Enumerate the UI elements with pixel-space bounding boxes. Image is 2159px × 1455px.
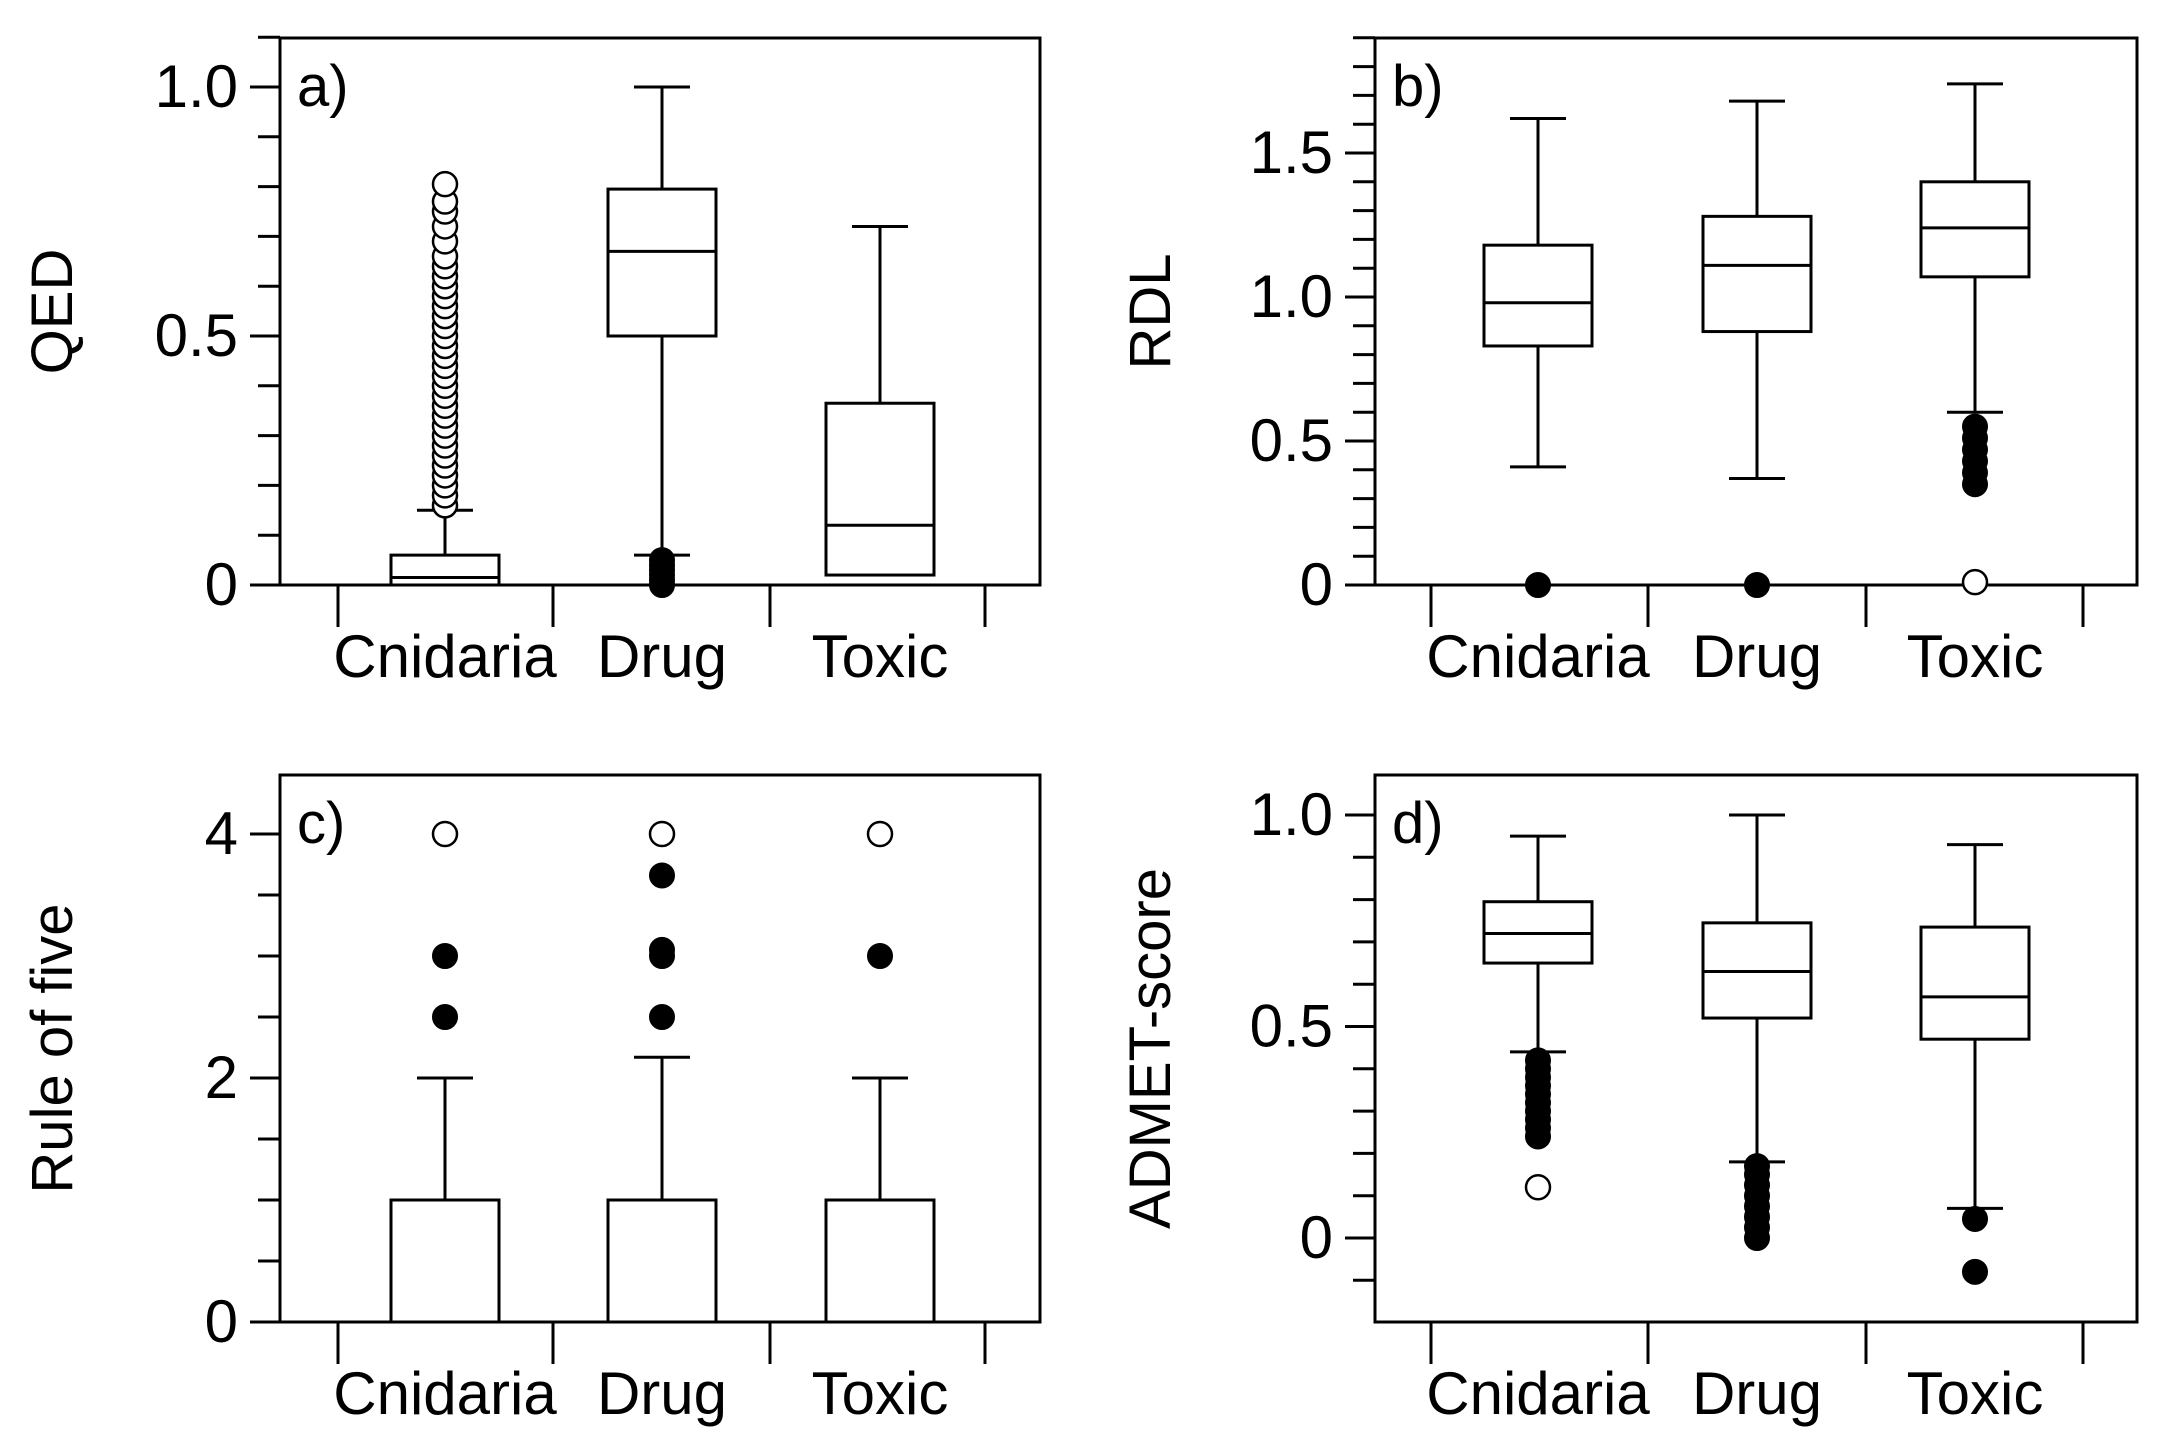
y-tick-label: 1.0: [155, 53, 238, 120]
y-tick-label: 0: [1300, 1204, 1333, 1271]
box-drug: [606, 85, 718, 598]
box-toxic: [824, 820, 936, 1324]
x-tick-label-toxic: Toxic: [812, 623, 949, 690]
outlier-open: [431, 820, 459, 848]
outlier-filled: [1962, 413, 1988, 440]
y-axis-title: RDL: [1118, 253, 1183, 369]
outlier-filled: [649, 1004, 675, 1030]
outlier-open: [866, 820, 894, 848]
outlier-open: [1524, 1173, 1552, 1201]
x-tick-label-cnidaria: Cnidaria: [333, 623, 557, 690]
box-toxic: [824, 224, 936, 577]
x-tick-label-drug: Drug: [597, 623, 727, 690]
x-tick-label-cnidaria: Cnidaria: [1426, 623, 1650, 690]
y-tick-label: 2: [205, 1044, 238, 1111]
chart-panel-b: 0 0.5 1.0 1.5 Cnidaria Drug Toxic b) RDL: [1118, 36, 2139, 690]
chart-panel-c: 0 2 4 Cnidaria Drug Toxic c) Rule of five: [20, 773, 1042, 1427]
y-axis-title: ADMET-score: [1118, 868, 1183, 1229]
panel-label: b): [1392, 54, 1444, 119]
y-tick-label: 0: [205, 1288, 238, 1355]
y-tick-label: 0: [1300, 551, 1333, 618]
iqr-box: [1482, 243, 1594, 348]
y-tick-label: 0.5: [155, 302, 238, 369]
box-cnidaria: [389, 820, 501, 1324]
outlier-filled: [1525, 1047, 1551, 1074]
panel-label: a): [297, 54, 349, 119]
iqr-box: [824, 1198, 936, 1324]
y-tick-label: 1.5: [1250, 119, 1333, 186]
box-toxic: [1919, 82, 2031, 596]
outlier-filled: [649, 862, 675, 889]
outlier-filled: [867, 943, 893, 969]
outlier-filled: [432, 1004, 458, 1030]
y-tick-label: 0: [205, 551, 238, 618]
y-tick-label: 1.0: [1250, 781, 1333, 848]
x-tick-label-drug: Drug: [597, 1360, 727, 1427]
box-drug: [1701, 813, 1813, 1251]
y-tick-label: 0.5: [1250, 993, 1333, 1060]
outlier-filled: [1744, 572, 1770, 598]
box-cnidaria: [1482, 834, 1594, 1201]
x-tick-label-toxic: Toxic: [1907, 1360, 2044, 1427]
x-tick-label-drug: Drug: [1692, 623, 1822, 690]
box-toxic: [1919, 843, 2031, 1285]
y-axis-title: Rule of five: [20, 903, 85, 1193]
iqr-box: [1701, 214, 1813, 334]
panel-label: c): [297, 791, 345, 856]
x-tick-label-toxic: Toxic: [812, 1360, 949, 1427]
outlier-filled: [1962, 1205, 1988, 1232]
plot-frame: [1373, 773, 2139, 1324]
y-axis-title: QED: [20, 249, 85, 375]
box-drug: [1701, 99, 1813, 598]
outlier-filled: [432, 943, 458, 969]
panel-label: d): [1392, 791, 1444, 856]
iqr-box: [1919, 925, 2031, 1041]
y-tick-label: 1.0: [1250, 263, 1333, 330]
outlier-filled: [1962, 1258, 1988, 1285]
outlier-filled: [649, 547, 675, 574]
x-tick-label-toxic: Toxic: [1907, 623, 2044, 690]
iqr-box: [389, 553, 501, 587]
chart-panel-d: 0 0.5 1.0 Cnidaria Drug Toxic d) ADMET-score: [1118, 773, 2139, 1427]
x-tick-label-drug: Drug: [1692, 1360, 1822, 1427]
box-cnidaria: [1482, 116, 1594, 598]
iqr-box: [824, 401, 936, 577]
outlier-open: [648, 820, 676, 848]
outlier-open: [431, 170, 459, 198]
iqr-box: [389, 1198, 501, 1324]
x-tick-label-cnidaria: Cnidaria: [1426, 1360, 1650, 1427]
y-tick-label: 0.5: [1250, 407, 1333, 474]
outlier-filled: [649, 936, 675, 963]
outlier-filled: [1525, 572, 1551, 598]
chart-panel-a: 0 0.5 1.0 Cnidaria Drug Toxic a) QED: [20, 35, 1042, 690]
box-drug: [606, 820, 718, 1324]
iqr-box: [606, 1198, 718, 1324]
box-cnidaria: [389, 170, 501, 587]
iqr-box: [606, 187, 718, 338]
outlier-filled: [1744, 1153, 1770, 1180]
y-tick-label: 4: [205, 800, 238, 867]
x-tick-label-cnidaria: Cnidaria: [333, 1360, 557, 1427]
outlier-open: [1961, 568, 1989, 596]
